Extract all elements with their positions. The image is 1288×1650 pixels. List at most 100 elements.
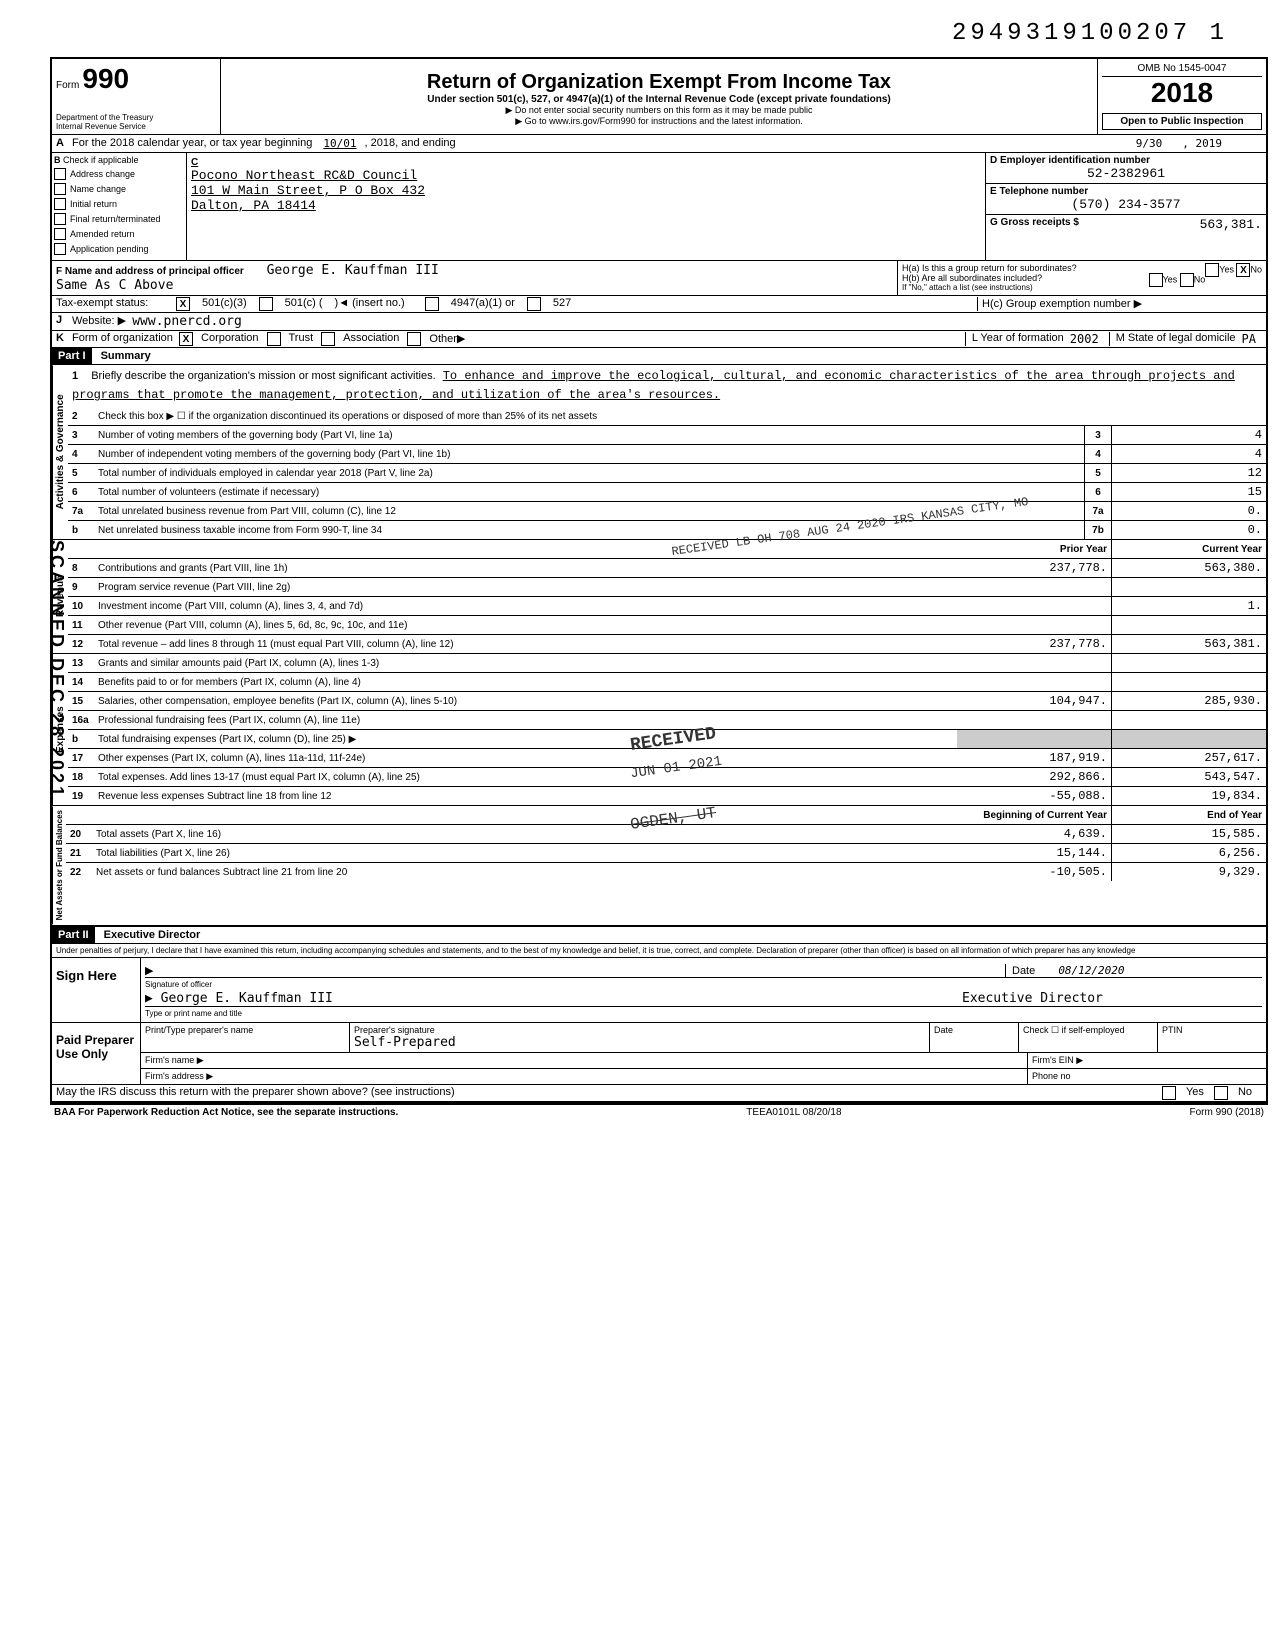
form-note-2: ▶ Go to www.irs.gov/Form990 for instruct… [225,116,1093,127]
box-b-check-label: Check if applicable [63,155,139,165]
discuss-yes: Yes [1186,1086,1204,1100]
row-f-h: F Name and address of principal officer … [52,261,1266,296]
footer-code: TEEA0101L 08/20/18 [746,1107,841,1118]
firm-ein-label: Firm's EIN ▶ [1028,1053,1266,1069]
hb-no[interactable] [1180,273,1194,287]
hb-note: If "No," attach a list (see instructions… [902,283,1262,292]
line-k: K Form of organization X Corporation Tru… [52,331,1266,348]
chk-501c3[interactable]: X [176,297,190,311]
org-addr-2: Dalton, PA 18414 [191,198,981,213]
exp-row-16a: 16aProfessional fundraising fees (Part I… [68,711,1266,730]
data-row-8: 8Contributions and grants (Part VIII, li… [68,559,1266,578]
mission-label: Briefly describe the organization's miss… [91,370,435,382]
type-print-label: Type or print name and title [145,1009,1262,1018]
line-j: J Website: ▶ www.pnercd.org [52,313,1266,331]
exp-row-19: 19Revenue less expenses Subtract line 18… [68,787,1266,805]
box-e-label: E Telephone number [990,186,1088,197]
chk-other[interactable] [407,332,421,346]
form-subtitle: Under section 501(c), 527, or 4947(a)(1)… [225,94,1093,105]
discuss-no-chk[interactable] [1214,1086,1228,1100]
expenses-section: Expenses 13Grants and similar amounts pa… [52,654,1266,806]
part-1-title: Summary [101,350,151,362]
mission-block: Activities & Governance 1 Briefly descri… [52,365,1266,540]
line-a-letter: A [56,137,72,150]
sig-date-label: Date [1012,965,1035,977]
gov-row-2: 2Check this box ▶ ☐ if the organization … [68,407,1266,426]
lbl-app-pending: Application pending [70,244,149,254]
form-org-label: Form of organization [72,332,173,346]
exp-row-14: 14Benefits paid to or for members (Part … [68,673,1266,692]
form-prefix: Form [56,80,79,91]
form-title: Return of Organization Exempt From Incom… [225,71,1093,94]
hb-label: H(b) Are all subordinates included? [902,273,1042,283]
line-a-mid: , 2018, and ending [365,137,456,150]
header-title-block: Return of Organization Exempt From Incom… [221,59,1098,134]
self-prepared: Self-Prepared [354,1035,456,1050]
officer-name: George E. Kauffman III [267,263,439,278]
yof-value: 2002 [1070,332,1099,346]
chk-assoc[interactable] [321,332,335,346]
sig-date: 08/12/2020 [1058,964,1124,977]
org-name: Pocono Northeast RC&D Council [191,168,981,183]
data-row-20: 20Total assets (Part X, line 16)4,639.15… [66,825,1266,844]
ha-no[interactable]: X [1236,263,1250,277]
tax-year: 2018 [1102,77,1262,109]
prep-sig-label: Preparer's signature [354,1025,435,1035]
line-i-label: Tax-exempt status: [56,297,176,311]
chk-final-return[interactable] [54,213,66,225]
data-row-22: 22Net assets or fund balances Subtract l… [66,863,1266,881]
org-addr-1: 101 W Main Street, P O Box 432 [191,183,981,198]
chk-name-change[interactable] [54,183,66,195]
omb-number: OMB No 1545-0047 [1102,63,1262,77]
chk-501c[interactable] [259,297,273,311]
discuss-yes-chk[interactable] [1162,1086,1176,1100]
exp-row-13: 13Grants and similar amounts paid (Part … [68,654,1266,673]
lbl-amended: Amended return [70,229,135,239]
exp-row-17: 17Other expenses (Part IX, column (A), l… [68,749,1266,768]
exp-row-15: 15Salaries, other compensation, employee… [68,692,1266,711]
dln-number: 2949319100207 1 [50,20,1228,47]
hb-yes[interactable] [1149,273,1163,287]
box-f-label: F Name and address of principal officer [56,266,244,277]
data-row-21: 21Total liabilities (Part X, line 26)15,… [66,844,1266,863]
lbl-final-return: Final return/terminated [70,214,161,224]
chk-initial-return[interactable] [54,198,66,210]
perjury-text: Under penalties of perjury, I declare th… [52,944,1266,958]
box-h: H(a) Is this a group return for subordin… [898,261,1266,295]
chk-trust[interactable] [267,332,281,346]
ein-value: 52-2382961 [990,166,1262,181]
sidebar-expenses: Expenses [52,654,68,805]
header-form-id: Form 990 Department of the Treasury Inte… [52,59,221,134]
box-b-letter: B [54,155,61,165]
chk-4947[interactable] [425,297,439,311]
chk-app-pending[interactable] [54,243,66,255]
state-label: M State of legal domicile [1109,332,1242,346]
chk-address-change[interactable] [54,168,66,180]
line-a: A For the 2018 calendar year, or tax yea… [52,135,1266,153]
chk-corp[interactable]: X [179,332,193,346]
box-c: C Pocono Northeast RC&D Council 101 W Ma… [187,153,986,260]
officer-print-name: George E. Kauffman III [161,991,333,1006]
gov-row-5: 5Total number of individuals employed in… [68,464,1266,483]
part-1-header: Part I Summary [52,348,1266,365]
column-header-row: Prior YearCurrent Year [68,540,1266,559]
lbl-address-change: Address change [70,169,135,179]
chk-amended[interactable] [54,228,66,240]
opt-assoc: Association [343,332,399,346]
ha-yes[interactable] [1205,263,1219,277]
tax-year-end-year: , 2019 [1182,137,1222,150]
form-header: Form 990 Department of the Treasury Inte… [52,59,1266,135]
lbl-initial-return: Initial return [70,199,117,209]
lbl-name-change: Name change [70,184,126,194]
tax-year-begin: 10/01 [323,137,356,150]
firm-addr-label: Firm's address ▶ [141,1069,1028,1084]
box-d-label: D Employer identification number [990,155,1150,166]
dept-treasury: Department of the Treasury Internal Reve… [56,114,153,132]
box-g-label: G Gross receipts $ [990,217,1079,228]
sign-here-label: Sign Here [52,958,141,1022]
paid-prep-label: Paid Preparer Use Only [52,1023,141,1084]
gov-row-3: 3Number of voting members of the governi… [68,426,1266,445]
chk-527[interactable] [527,297,541,311]
baa-notice: BAA For Paperwork Reduction Act Notice, … [54,1107,398,1118]
ptin-label: PTIN [1158,1023,1266,1053]
